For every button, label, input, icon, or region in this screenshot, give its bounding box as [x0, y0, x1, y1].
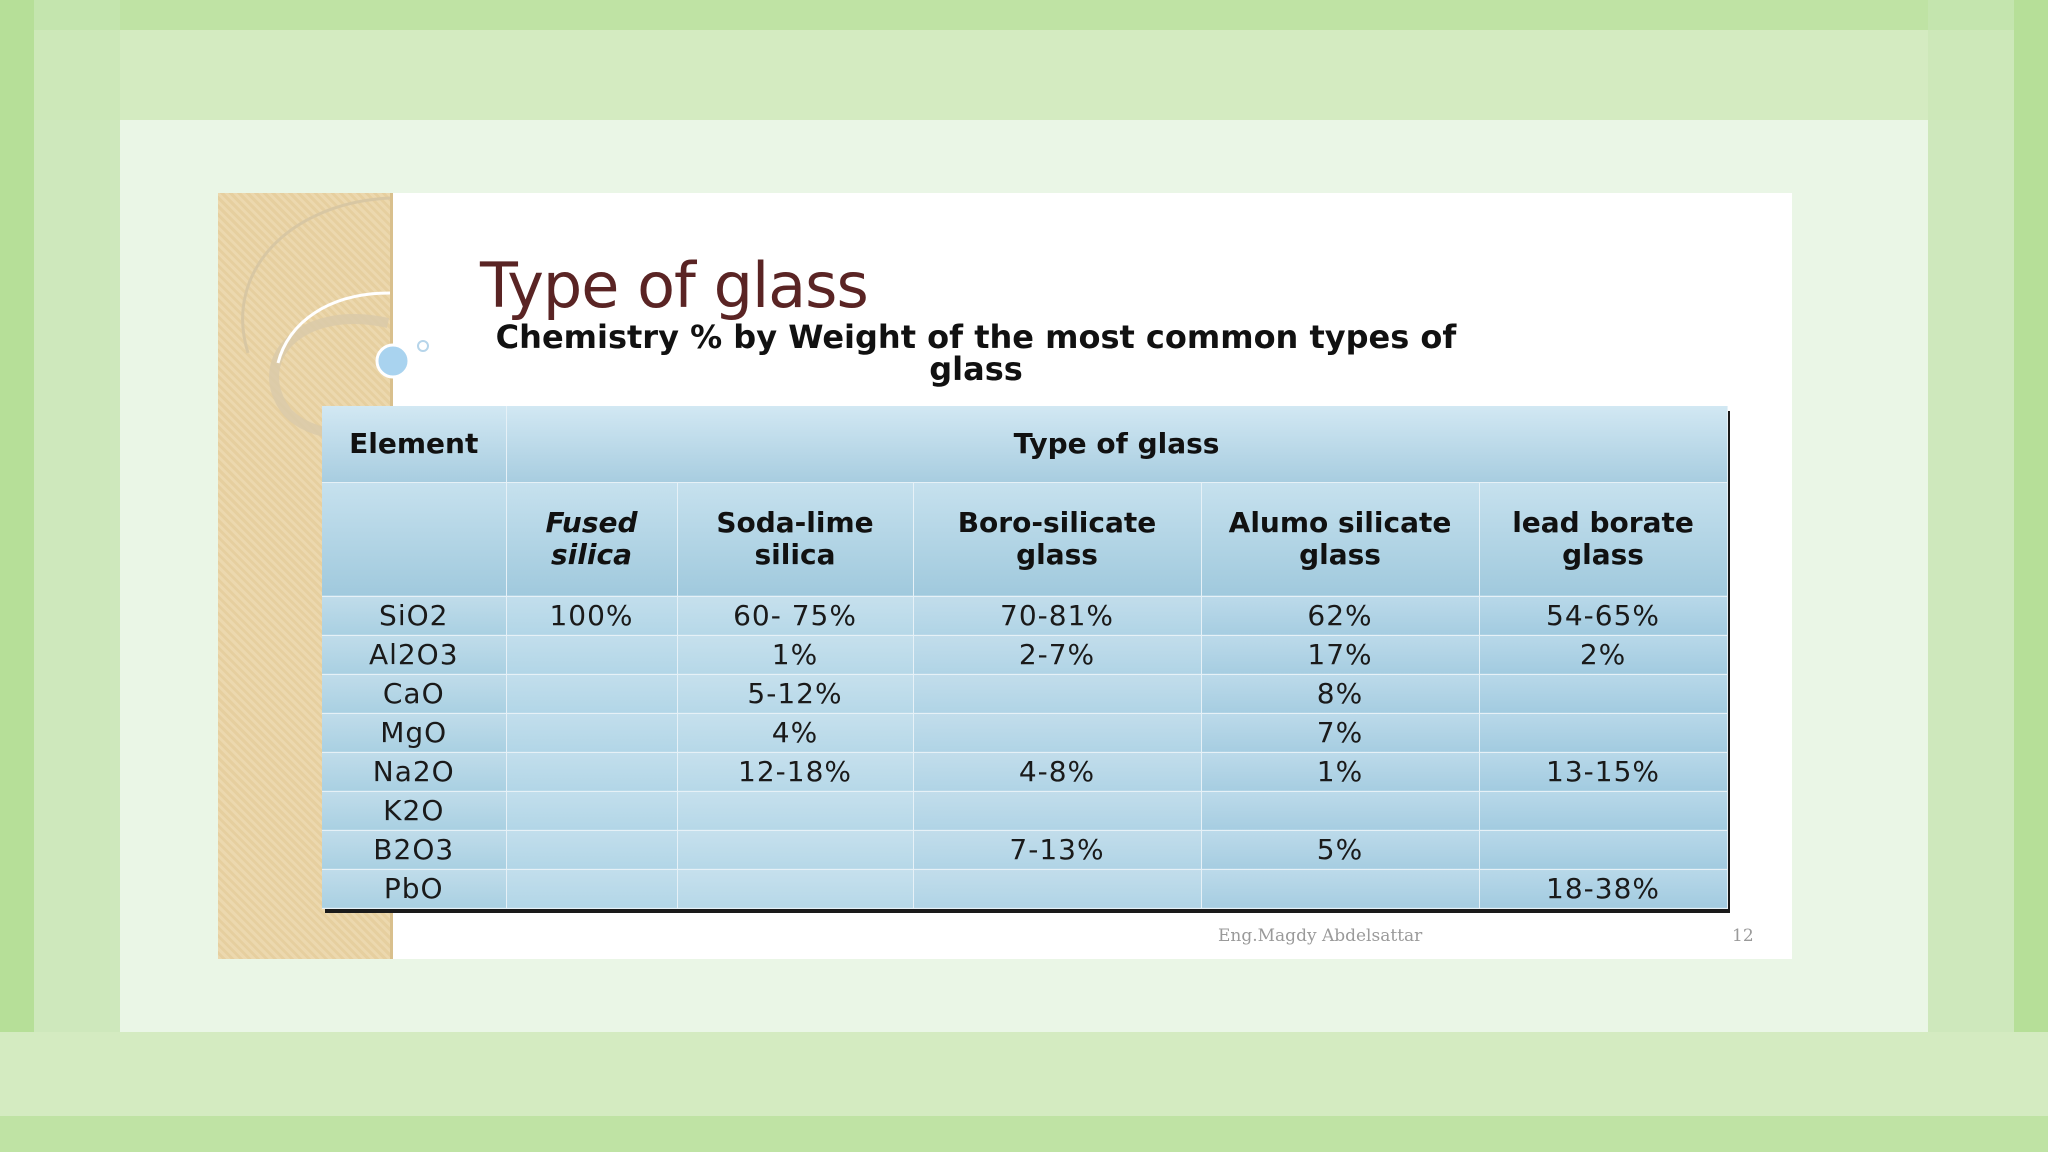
value-cell: 18-38%: [1479, 869, 1728, 909]
column-header: Alumo silicate glass: [1201, 482, 1480, 597]
element-cell: Al2O3: [322, 635, 507, 675]
value-cell: 12-18%: [677, 752, 914, 792]
value-cell: 1%: [677, 635, 914, 675]
column-header: lead borate glass: [1479, 482, 1728, 597]
value-cell: [506, 752, 678, 792]
value-cell: 2-7%: [913, 635, 1202, 675]
column-header: Soda-lime silica: [677, 482, 914, 597]
slide-title: Type of glass: [480, 249, 869, 322]
value-cell: [677, 869, 914, 909]
value-cell: 70-81%: [913, 596, 1202, 636]
element-cell: B2O3: [322, 830, 507, 870]
value-cell: 54-65%: [1479, 596, 1728, 636]
value-cell: 8%: [1201, 674, 1480, 714]
value-cell: 13-15%: [1479, 752, 1728, 792]
value-cell: [1479, 791, 1728, 831]
value-cell: 2%: [1479, 635, 1728, 675]
slide-subtitle: Chemistry % by Weight of the most common…: [495, 318, 1457, 388]
header-blank-cell: [322, 482, 507, 597]
value-cell: 1%: [1201, 752, 1480, 792]
value-cell: 7-13%: [913, 830, 1202, 870]
value-cell: 62%: [1201, 596, 1480, 636]
frame-left-band: [0, 0, 120, 1152]
table-row: CaO 5-12% 8%: [322, 674, 1728, 714]
value-cell: [677, 791, 914, 831]
frame-bottom-band: [0, 1032, 2048, 1152]
value-cell: [913, 791, 1202, 831]
element-cell: Na2O: [322, 752, 507, 792]
table-row: MgO 4% 7%: [322, 713, 1728, 753]
value-cell: [677, 830, 914, 870]
column-header: Fused silica: [506, 482, 678, 597]
element-cell: MgO: [322, 713, 507, 753]
element-cell: SiO2: [322, 596, 507, 636]
value-cell: 4%: [677, 713, 914, 753]
value-cell: [1479, 674, 1728, 714]
value-cell: [506, 635, 678, 675]
value-cell: [506, 830, 678, 870]
value-cell: [1479, 830, 1728, 870]
value-cell: 7%: [1201, 713, 1480, 753]
table-row: B2O3 7-13% 5%: [322, 830, 1728, 870]
frame-right-band: [1928, 0, 2048, 1152]
value-cell: [1201, 869, 1480, 909]
value-cell: 100%: [506, 596, 678, 636]
header-element: Element: [322, 406, 507, 483]
table-row: K2O: [322, 791, 1728, 831]
value-cell: [506, 713, 678, 753]
value-cell: [506, 791, 678, 831]
value-cell: [506, 869, 678, 909]
value-cell: [913, 674, 1202, 714]
element-cell: PbO: [322, 869, 507, 909]
value-cell: [913, 869, 1202, 909]
column-header: Boro-silicate glass: [913, 482, 1202, 597]
slide: Type of glass Chemistry % by Weight of t…: [218, 193, 1792, 959]
value-cell: [506, 674, 678, 714]
value-cell: [1479, 713, 1728, 753]
table-row: SiO2 100% 60- 75% 70-81% 62% 54-65%: [322, 596, 1728, 636]
value-cell: 4-8%: [913, 752, 1202, 792]
value-cell: 60- 75%: [677, 596, 914, 636]
frame-top-band: [0, 0, 2048, 120]
footer-author: Eng.Magdy Abdelsattar: [1218, 926, 1423, 946]
value-cell: 17%: [1201, 635, 1480, 675]
table-row: PbO 18-38%: [322, 869, 1728, 909]
value-cell: [1201, 791, 1480, 831]
element-cell: CaO: [322, 674, 507, 714]
table-row: Na2O 12-18% 4-8% 1% 13-15%: [322, 752, 1728, 792]
footer-page-number: 12: [1732, 926, 1754, 946]
glass-composition-table: Element Type of glass Fused silica Soda-…: [322, 406, 1728, 909]
table-row: Al2O3 1% 2-7% 17% 2%: [322, 635, 1728, 675]
element-cell: K2O: [322, 791, 507, 831]
value-cell: 5-12%: [677, 674, 914, 714]
value-cell: [913, 713, 1202, 753]
value-cell: 5%: [1201, 830, 1480, 870]
header-type-of-glass: Type of glass: [506, 406, 1728, 483]
